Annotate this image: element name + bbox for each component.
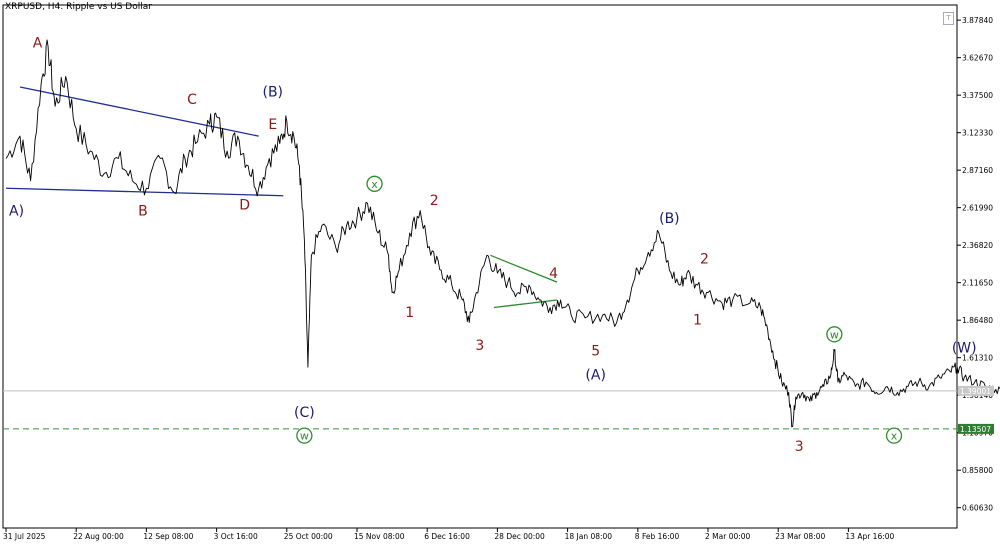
x-tick-label: 25 Oct 00:00 xyxy=(284,532,333,541)
y-tick-label: 1.86480 xyxy=(962,316,993,325)
trendline xyxy=(493,299,558,309)
y-tick-label: 3.87840 xyxy=(962,16,993,25)
chart-frame xyxy=(2,4,958,529)
wave-label: 1 xyxy=(693,312,702,328)
current-price-label: 1.39001 xyxy=(960,387,991,396)
y-tick-label: 1.61310 xyxy=(962,354,993,363)
wave-label: 2 xyxy=(700,251,709,267)
trendline xyxy=(490,254,558,283)
wave-label: 4 xyxy=(549,266,558,282)
wave-labels: ABCDE(B)A)(C)wx21345(A)(B)21w3x(W)(X)4y(… xyxy=(9,35,977,455)
trendline xyxy=(5,187,284,197)
x-tick-label: 15 Nov 08:00 xyxy=(354,532,405,541)
wave-label: E xyxy=(268,117,277,133)
wave-label: C xyxy=(187,92,197,108)
x-axis: 31 Jul 2025 22 Aug 00:00 12 Sep 08:00 3 Oct… xyxy=(3,528,895,541)
y-tick-label: 3.12330 xyxy=(962,129,993,138)
y-tick-label: 2.11650 xyxy=(962,279,993,288)
x-tick-label: 3 Oct 16:00 xyxy=(214,532,258,541)
wave-label-circle xyxy=(826,326,843,343)
y-axis: 3.87840 3.62670 3.37500 3.12330 2.87160 2.619… xyxy=(957,16,994,513)
x-tick-label: 6 Dec 16:00 xyxy=(424,532,470,541)
chart-title: XRPUSD, H4: Ripple vs US Dollar xyxy=(5,2,152,12)
wave-label: x xyxy=(371,178,378,191)
wave-label: (A) xyxy=(585,368,606,384)
y-tick-label: 3.37500 xyxy=(962,91,993,100)
x-tick-label: 8 Feb 16:00 xyxy=(635,532,680,541)
wave-label: (C) xyxy=(294,405,315,421)
y-tick-label: 0.60630 xyxy=(962,504,993,513)
y-tick-label: 2.61990 xyxy=(962,204,993,213)
x-tick-label: 22 Aug 00:00 xyxy=(73,532,124,541)
x-tick-label: 12 Sep 08:00 xyxy=(143,532,193,541)
x-tick-label: 23 Mar 08:00 xyxy=(775,532,825,541)
wave-label-circle xyxy=(366,175,383,192)
wave-label: (B) xyxy=(659,211,680,227)
wave-label: D xyxy=(239,198,250,214)
support-level xyxy=(3,390,957,430)
plot-border xyxy=(2,4,958,529)
price-series xyxy=(5,39,1000,428)
wave-label: w xyxy=(830,328,839,341)
wave-label: 2 xyxy=(430,193,439,209)
wave-label-circle xyxy=(885,427,903,444)
y-tick-label: 2.36820 xyxy=(962,241,993,250)
trendlines xyxy=(5,86,558,309)
x-tick-label: 28 Dec 00:00 xyxy=(494,532,545,541)
wave-label: A xyxy=(33,35,43,51)
y-tick-label: 3.62670 xyxy=(962,54,993,63)
current-price-badge xyxy=(958,385,994,396)
wave-label: 1 xyxy=(405,305,414,321)
x-tick-label: 2 Mar 00:00 xyxy=(705,532,751,541)
wave-label: (B) xyxy=(262,84,283,100)
wave-label: (W) xyxy=(952,341,977,357)
x-tick-label: 31 Jul 2025 xyxy=(3,532,46,541)
wave-label: A) xyxy=(9,204,24,220)
wave-label-circle xyxy=(296,427,313,444)
wave-label: B xyxy=(138,204,148,220)
y-tick-label: 2.87160 xyxy=(962,166,993,175)
x-tick-label: 18 Jan 08:00 xyxy=(565,532,613,541)
wave-label: 5 xyxy=(591,344,600,360)
support-badge xyxy=(958,423,994,434)
wave-label: x xyxy=(891,430,898,443)
x-tick-label: 13 Apr 16:00 xyxy=(845,532,894,541)
price-line xyxy=(5,39,1000,428)
chart-shift-icon[interactable]: T xyxy=(943,12,954,25)
y-tick-label: 0.85800 xyxy=(962,466,993,475)
wave-label: 3 xyxy=(795,439,804,455)
wave-label: 3 xyxy=(475,338,484,354)
support-label: 1.13507 xyxy=(960,425,991,434)
wave-label: w xyxy=(300,430,309,443)
